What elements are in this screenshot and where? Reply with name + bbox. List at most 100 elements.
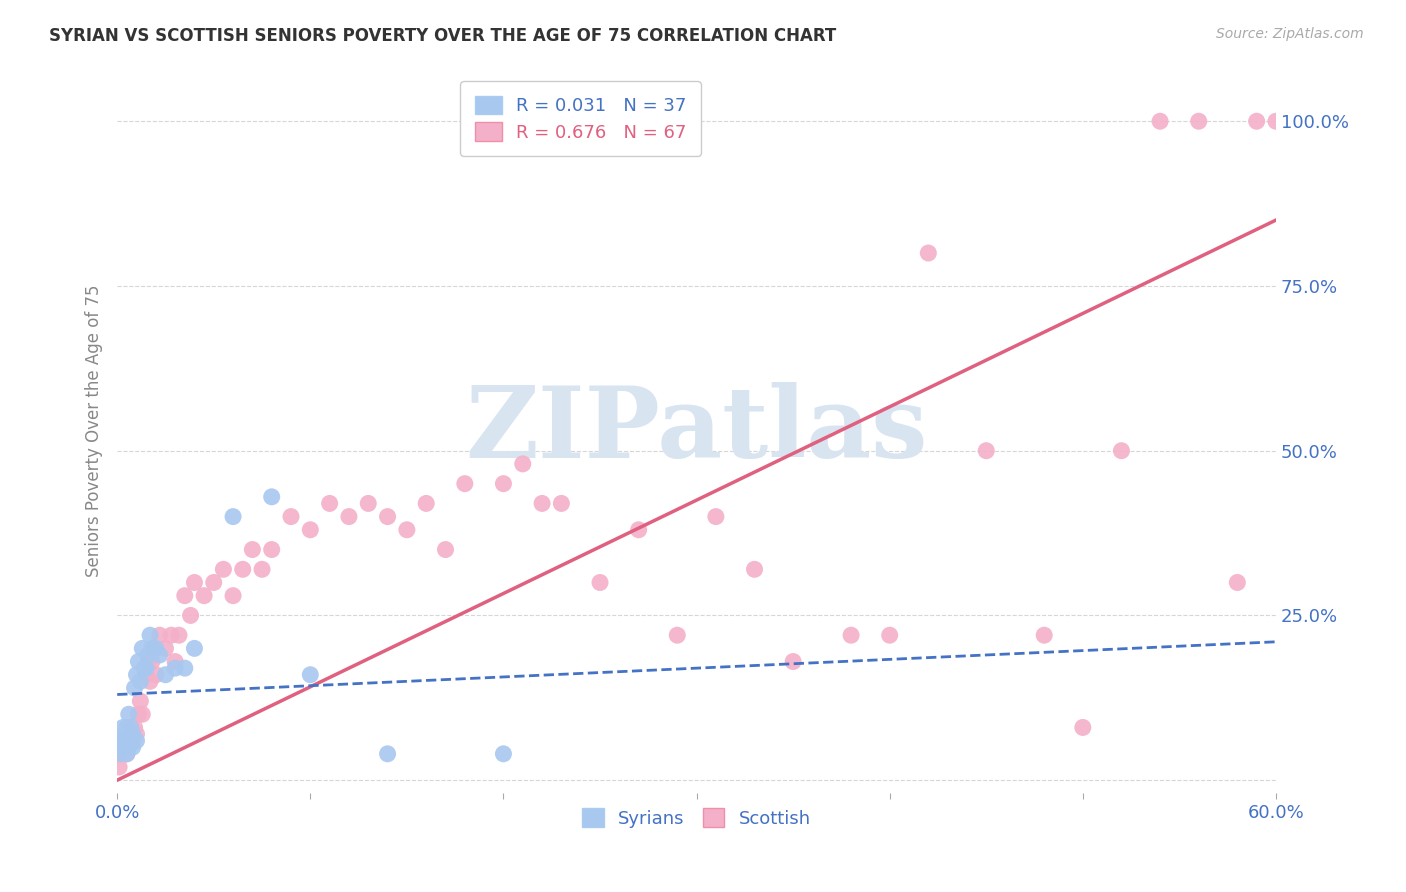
Point [141, 655, 163, 669]
Point [222, 509, 245, 524]
Point [136, 648, 159, 662]
Point [121, 727, 143, 741]
Point [114, 727, 136, 741]
Point [377, 747, 399, 761]
Point [125, 727, 148, 741]
Point [149, 628, 172, 642]
Point [142, 641, 165, 656]
Point [111, 740, 134, 755]
Point [1226, 575, 1249, 590]
Point [115, 747, 138, 761]
Point [111, 721, 134, 735]
Point [114, 740, 136, 755]
Point [260, 490, 283, 504]
Point [155, 641, 177, 656]
Point [782, 655, 804, 669]
Point [1188, 114, 1211, 128]
Point [139, 674, 162, 689]
Point [110, 747, 132, 761]
Point [127, 707, 149, 722]
Text: SYRIAN VS SCOTTISH SENIORS POVERTY OVER THE AGE OF 75 CORRELATION CHART: SYRIAN VS SCOTTISH SENIORS POVERTY OVER … [49, 27, 837, 45]
Point [134, 661, 156, 675]
Point [917, 246, 939, 260]
Point [337, 509, 360, 524]
Point [136, 655, 159, 669]
Point [492, 476, 515, 491]
Point [115, 747, 138, 761]
Point [202, 575, 225, 590]
Point [135, 667, 157, 681]
Point [666, 628, 689, 642]
Point [531, 496, 554, 510]
Point [141, 641, 163, 656]
Point [118, 733, 141, 747]
Point [627, 523, 650, 537]
Point [124, 681, 146, 695]
Point [129, 694, 152, 708]
Point [145, 641, 167, 656]
Point [173, 661, 195, 675]
Point [120, 721, 142, 735]
Point [120, 733, 142, 747]
Point [118, 740, 141, 755]
Point [139, 628, 162, 642]
Point [121, 733, 143, 747]
Point [145, 667, 167, 681]
Point [1246, 114, 1268, 128]
Point [839, 628, 862, 642]
Point [879, 628, 901, 642]
Point [121, 740, 143, 755]
Point [744, 562, 766, 576]
Point [550, 496, 572, 510]
Point [377, 509, 399, 524]
Point [357, 496, 380, 510]
Point [1111, 443, 1133, 458]
Point [974, 443, 997, 458]
Point [222, 589, 245, 603]
Point [1265, 114, 1288, 128]
Point [115, 733, 138, 747]
Point [1033, 628, 1056, 642]
Point [492, 747, 515, 761]
Point [512, 457, 534, 471]
Point [280, 509, 302, 524]
Legend: Syrians, Scottish: Syrians, Scottish [575, 801, 818, 835]
Point [165, 655, 187, 669]
Point [127, 655, 149, 669]
Point [212, 562, 235, 576]
Text: ZIPatlas: ZIPatlas [465, 383, 928, 479]
Point [108, 747, 131, 761]
Point [232, 562, 254, 576]
Point [415, 496, 437, 510]
Point [110, 733, 132, 747]
Point [589, 575, 612, 590]
Point [299, 523, 322, 537]
Point [111, 733, 134, 747]
Point [135, 661, 157, 675]
Point [704, 509, 727, 524]
Point [124, 721, 146, 735]
Point [395, 523, 418, 537]
Point [167, 628, 190, 642]
Point [114, 733, 136, 747]
Point [165, 661, 187, 675]
Point [155, 667, 177, 681]
Point [108, 760, 131, 774]
Point [180, 608, 202, 623]
Point [183, 575, 205, 590]
Text: Source: ZipAtlas.com: Source: ZipAtlas.com [1216, 27, 1364, 41]
Point [125, 733, 148, 747]
Point [129, 674, 152, 689]
Point [260, 542, 283, 557]
Point [454, 476, 477, 491]
Point [125, 667, 148, 681]
Point [173, 589, 195, 603]
Point [193, 589, 215, 603]
Point [149, 648, 172, 662]
Point [160, 628, 183, 642]
Point [318, 496, 340, 510]
Point [131, 641, 153, 656]
Point [1071, 721, 1094, 735]
Point [1149, 114, 1171, 128]
Point [242, 542, 264, 557]
